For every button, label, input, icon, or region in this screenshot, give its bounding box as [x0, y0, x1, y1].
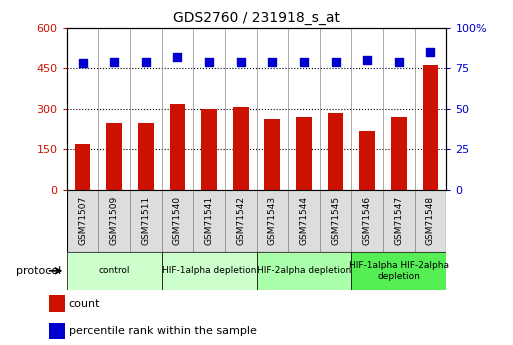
- Bar: [74, 144, 90, 190]
- Bar: [233, 107, 249, 190]
- Bar: [415, 190, 446, 252]
- Bar: [383, 190, 415, 252]
- Bar: [49, 295, 65, 312]
- Title: GDS2760 / 231918_s_at: GDS2760 / 231918_s_at: [173, 11, 340, 25]
- Bar: [193, 190, 225, 252]
- Text: GSM71541: GSM71541: [205, 196, 213, 245]
- Bar: [162, 190, 193, 252]
- Text: GSM71511: GSM71511: [141, 196, 150, 245]
- Bar: [391, 117, 407, 190]
- Bar: [169, 104, 185, 190]
- Bar: [225, 190, 256, 252]
- Bar: [320, 190, 351, 252]
- Point: [300, 59, 308, 65]
- Point: [142, 59, 150, 65]
- Bar: [328, 113, 344, 190]
- Bar: [256, 252, 351, 290]
- Point: [363, 57, 371, 63]
- Text: GSM71547: GSM71547: [394, 196, 403, 245]
- Text: GSM71540: GSM71540: [173, 196, 182, 245]
- Text: GSM71544: GSM71544: [300, 196, 308, 245]
- Bar: [138, 123, 154, 190]
- Bar: [49, 323, 65, 339]
- Bar: [288, 190, 320, 252]
- Bar: [98, 190, 130, 252]
- Bar: [130, 190, 162, 252]
- Text: HIF-2alpha depletion: HIF-2alpha depletion: [257, 266, 351, 275]
- Bar: [359, 131, 375, 190]
- Text: GSM71546: GSM71546: [363, 196, 372, 245]
- Text: protocol: protocol: [16, 266, 62, 276]
- Text: HIF-1alpha HIF-2alpha
depletion: HIF-1alpha HIF-2alpha depletion: [349, 261, 449, 280]
- Text: control: control: [98, 266, 130, 275]
- Text: GSM71509: GSM71509: [110, 196, 119, 245]
- Text: GSM71542: GSM71542: [236, 196, 245, 245]
- Bar: [264, 119, 280, 190]
- Bar: [256, 190, 288, 252]
- Text: GSM71543: GSM71543: [268, 196, 277, 245]
- Point: [110, 59, 118, 65]
- Point: [173, 54, 182, 60]
- Text: GSM71507: GSM71507: [78, 196, 87, 245]
- Bar: [351, 190, 383, 252]
- Point: [78, 60, 87, 66]
- Text: GSM71548: GSM71548: [426, 196, 435, 245]
- Bar: [67, 190, 98, 252]
- Point: [331, 59, 340, 65]
- Point: [205, 59, 213, 65]
- Point: [236, 59, 245, 65]
- Point: [268, 59, 277, 65]
- Text: HIF-1alpha depletion: HIF-1alpha depletion: [162, 266, 256, 275]
- Text: GSM71545: GSM71545: [331, 196, 340, 245]
- Bar: [351, 252, 446, 290]
- Bar: [67, 252, 162, 290]
- Text: count: count: [69, 299, 100, 308]
- Bar: [201, 109, 217, 190]
- Bar: [106, 123, 122, 190]
- Text: percentile rank within the sample: percentile rank within the sample: [69, 326, 256, 336]
- Bar: [162, 252, 256, 290]
- Bar: [423, 65, 439, 190]
- Bar: [296, 117, 312, 190]
- Point: [394, 59, 403, 65]
- Point: [426, 49, 435, 55]
